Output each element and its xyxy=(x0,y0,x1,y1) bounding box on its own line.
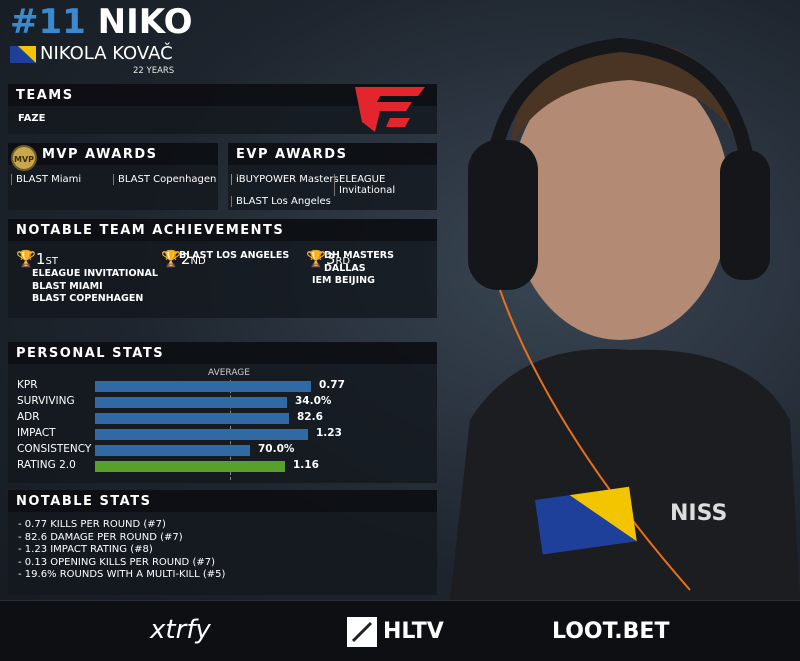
stat-label: SURVIVING xyxy=(17,395,75,407)
panel-title: NOTABLE TEAM ACHIEVEMENTS xyxy=(16,223,285,238)
flag xyxy=(10,46,36,63)
stat-bar xyxy=(95,445,250,456)
stat-bar xyxy=(95,381,311,392)
hltv-icon xyxy=(347,617,377,647)
notable-stat: - 19.6% ROUNDS WITH A MULTI-KILL (#5) xyxy=(18,569,226,580)
event: ELEAGUE INVITATIONAL xyxy=(32,268,158,279)
svg-text:NISS: NISS xyxy=(670,501,727,526)
placement: 🏆3RD DH MASTERS DALLAS IEM BEIJING xyxy=(306,249,437,288)
event: DH MASTERS DALLAS xyxy=(324,250,394,274)
award: BLAST Miami xyxy=(11,174,81,185)
stat-label: KPR xyxy=(17,379,38,391)
stat-label: ADR xyxy=(17,411,40,423)
award: BLAST Los Angeles xyxy=(231,196,331,207)
notable-stats-panel: NOTABLE STATS - 0.77 KILLS PER ROUND (#7… xyxy=(8,490,437,595)
placement: 🏆2ND BLAST LOS ANGELES xyxy=(161,249,290,268)
panel-title: EVP AWARDS xyxy=(236,147,348,162)
notable-stat: - 0.13 OPENING KILLS PER ROUND (#7) xyxy=(18,556,215,568)
sponsor: HLTV xyxy=(383,619,444,644)
jersey-number: #11 xyxy=(10,2,86,42)
award: BLAST Copenhagen xyxy=(113,174,216,185)
mvp-badge: MVP xyxy=(11,145,37,171)
full-name: NIKOLA KOVAČ xyxy=(40,43,173,64)
placement-rank: 🏆3RD xyxy=(306,249,351,268)
team: FAZE xyxy=(18,113,46,124)
badge-text: MVP xyxy=(14,155,34,164)
placement-rank: 🏆1ST xyxy=(16,249,58,268)
player-photo: NISS xyxy=(450,37,800,600)
stat-value: 70.0% xyxy=(258,443,295,455)
stat-bar xyxy=(95,461,285,472)
rank-number: 1 xyxy=(35,250,46,268)
player-heading: #11 NIKO xyxy=(10,2,192,42)
teams-panel: TEAMS FAZE xyxy=(8,84,437,134)
stat-bar xyxy=(95,429,308,440)
mvp-panel: MVP MVP AWARDS BLAST Miami BLAST Copenha… xyxy=(8,143,218,210)
notable-stat: - 0.77 KILLS PER ROUND (#7) xyxy=(18,519,166,530)
rank-suffix: ND xyxy=(190,256,206,267)
panel-title: MVP AWARDS xyxy=(42,147,158,162)
placement-rank: 🏆2ND xyxy=(161,249,206,268)
evp-panel: EVP AWARDS iBUYPOWER Masters ELEAGUE Inv… xyxy=(228,143,437,210)
placement: 🏆1ST ELEAGUE INVITATIONAL BLAST MIAMI BLAST… xyxy=(16,249,158,306)
stat-value: 1.23 xyxy=(316,427,342,439)
award: iBUYPOWER Masters xyxy=(231,174,339,185)
nickname: NIKO xyxy=(97,2,193,42)
achievements-panel: NOTABLE TEAM ACHIEVEMENTS 🏆1ST ELEAGUE IN… xyxy=(8,219,437,318)
team-logo xyxy=(355,87,425,132)
rank-number: 3 xyxy=(325,250,336,268)
rank-number: 2 xyxy=(180,250,191,268)
award: ELEAGUE Invitational xyxy=(334,174,437,196)
sponsor: xtrfy xyxy=(150,615,211,645)
sponsor-bar: xtrfy HLTV LOOT.BET xyxy=(0,600,800,661)
notable-stat: - 1.23 IMPACT RATING (#8) xyxy=(18,544,153,555)
stat-bar xyxy=(95,413,289,424)
event: IEM BEIJING xyxy=(312,275,375,286)
stat-label: RATING 2.0 xyxy=(17,459,76,471)
sponsor: LOOT.BET xyxy=(552,619,670,644)
stat-value: 34.0% xyxy=(295,395,332,407)
stat-value: 0.77 xyxy=(319,379,345,391)
personal-stats-panel: PERSONAL STATS AVERAGE KPR 0.77 SURVIVING 3… xyxy=(8,342,437,483)
stat-label: IMPACT xyxy=(17,427,56,439)
stat-value: 1.16 xyxy=(293,459,319,471)
stat-label: CONSISTENCY xyxy=(17,443,92,455)
event: BLAST MIAMI xyxy=(32,280,103,292)
panel-title: NOTABLE STATS xyxy=(16,494,152,509)
age: 22 YEARS xyxy=(133,66,175,76)
rank-suffix: ST xyxy=(45,256,58,267)
panel-title: PERSONAL STATS xyxy=(16,346,165,361)
panel-title: TEAMS xyxy=(16,88,74,103)
notable-stat: - 82.6 DAMAGE PER ROUND (#7) xyxy=(18,531,183,543)
stat-value: 82.6 xyxy=(297,411,323,423)
rank-suffix: RD xyxy=(335,256,351,267)
event: BLAST LOS ANGELES xyxy=(179,250,290,261)
event: BLAST COPENHAGEN xyxy=(32,293,144,304)
stat-bar xyxy=(95,397,287,408)
average-label: AVERAGE xyxy=(208,368,250,378)
